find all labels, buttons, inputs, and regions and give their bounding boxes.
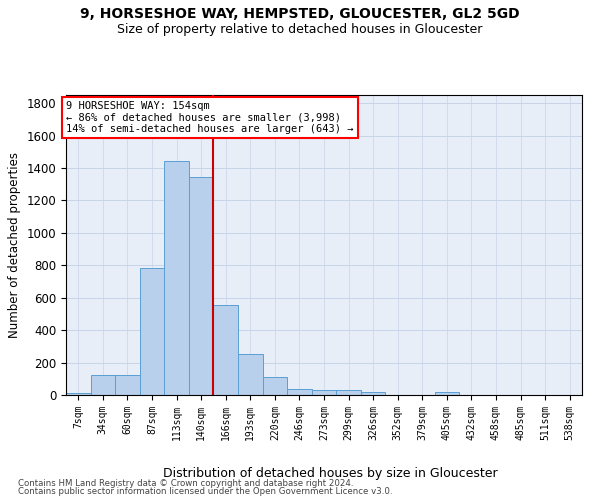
Bar — [115, 374, 140, 395]
Bar — [140, 268, 164, 395]
Text: 9 HORSESHOE WAY: 154sqm
← 86% of detached houses are smaller (3,998)
14% of semi: 9 HORSESHOE WAY: 154sqm ← 86% of detache… — [67, 100, 354, 134]
Bar — [287, 390, 312, 395]
Bar — [361, 392, 385, 395]
Bar — [336, 390, 361, 395]
Text: Contains public sector information licensed under the Open Government Licence v3: Contains public sector information licen… — [18, 487, 392, 496]
Bar — [312, 390, 336, 395]
Bar — [91, 374, 115, 395]
Bar — [238, 354, 263, 395]
Y-axis label: Number of detached properties: Number of detached properties — [8, 152, 21, 338]
Bar — [214, 305, 238, 395]
Text: Distribution of detached houses by size in Gloucester: Distribution of detached houses by size … — [163, 467, 497, 480]
Text: Size of property relative to detached houses in Gloucester: Size of property relative to detached ho… — [118, 22, 482, 36]
Bar — [164, 162, 189, 395]
Text: 9, HORSESHOE WAY, HEMPSTED, GLOUCESTER, GL2 5GD: 9, HORSESHOE WAY, HEMPSTED, GLOUCESTER, … — [80, 8, 520, 22]
Bar — [263, 377, 287, 395]
Bar — [66, 392, 91, 395]
Bar — [434, 392, 459, 395]
Text: Contains HM Land Registry data © Crown copyright and database right 2024.: Contains HM Land Registry data © Crown c… — [18, 478, 353, 488]
Bar — [189, 177, 214, 395]
